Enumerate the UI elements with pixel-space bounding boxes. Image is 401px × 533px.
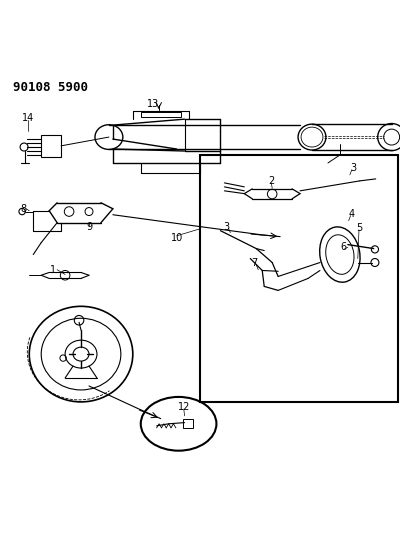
Text: 8: 8 [20, 204, 26, 214]
Text: 6: 6 [340, 243, 346, 253]
Text: 7: 7 [251, 259, 257, 268]
Bar [41, 135, 61, 157]
Text: 2: 2 [268, 176, 275, 186]
Text: 14: 14 [22, 114, 34, 123]
Text: 12: 12 [178, 402, 190, 411]
Text: 4: 4 [349, 208, 355, 219]
Text: 13: 13 [148, 100, 160, 109]
Bar [141, 112, 180, 117]
Text: 1: 1 [50, 265, 56, 274]
Text: 9: 9 [86, 222, 92, 232]
Text: 3: 3 [351, 163, 357, 173]
Text: 10: 10 [170, 233, 183, 243]
Text: 3: 3 [223, 222, 229, 232]
Bar [200, 155, 398, 402]
Text: 90108 5900: 90108 5900 [13, 82, 88, 94]
Text: 5: 5 [356, 223, 363, 233]
Bar [182, 419, 192, 428]
